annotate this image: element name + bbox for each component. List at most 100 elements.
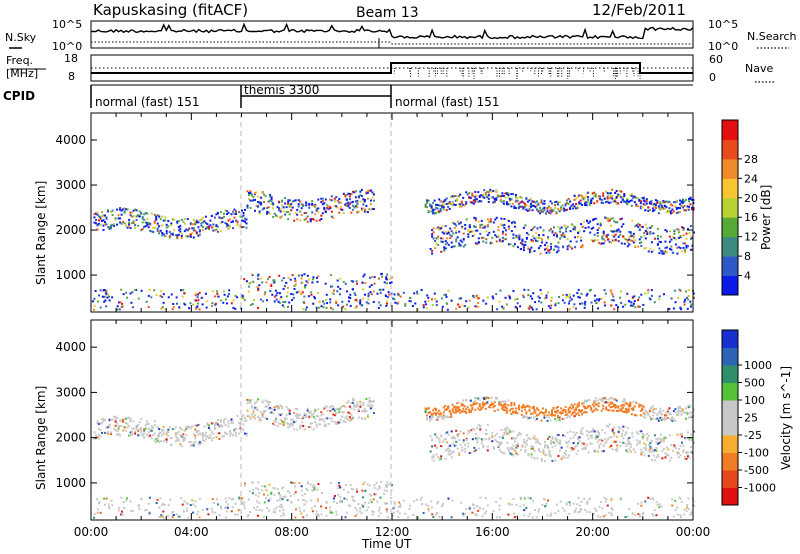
- scatter-cell: [656, 417, 659, 420]
- scatter-cell: [483, 404, 486, 407]
- scatter-cell: [475, 397, 478, 400]
- scatter-cell: [252, 199, 255, 202]
- scatter-cell: [450, 195, 453, 198]
- scatter-cell: [170, 293, 173, 296]
- scatter-cell: [156, 426, 159, 429]
- colorbar-swatch: [722, 217, 738, 238]
- scatter-cell: [613, 239, 616, 242]
- scatter-cell: [474, 400, 477, 403]
- scatter-cell: [657, 212, 660, 215]
- scatter-cell: [499, 497, 502, 500]
- scatter-cell: [598, 505, 601, 508]
- scatter-cell: [347, 201, 350, 204]
- scatter-cell: [685, 509, 688, 512]
- scatter-cell: [565, 293, 568, 296]
- scatter-cell: [587, 226, 590, 229]
- scatter-cell: [353, 206, 356, 209]
- scatter-cell: [666, 417, 669, 420]
- scatter-cell: [563, 207, 566, 210]
- scatter-cell: [545, 410, 547, 413]
- scatter-cell: [180, 218, 183, 221]
- scatter-cell: [137, 214, 140, 216]
- scatter-cell: [442, 502, 445, 505]
- scatter-cell: [266, 400, 269, 403]
- scatter-cell: [514, 412, 517, 414]
- scatter-cell: [507, 243, 510, 246]
- scatter-cell: [144, 427, 147, 430]
- scatter-cell: [317, 483, 320, 486]
- scatter-cell: [563, 225, 566, 228]
- scatter-cell: [431, 235, 434, 238]
- scatter-cell: [176, 221, 179, 224]
- scatter-cell: [596, 399, 599, 402]
- scatter-cell: [185, 426, 188, 429]
- scatter-cell: [369, 499, 372, 501]
- scatter-cell: [99, 218, 102, 220]
- scatter-cell: [520, 405, 523, 408]
- scatter-cell: [680, 201, 683, 204]
- scatter-cell: [632, 409, 635, 412]
- scatter-cell: [510, 230, 513, 233]
- scatter-cell: [637, 441, 640, 444]
- scatter-cell: [335, 412, 338, 415]
- scatter-cell: [159, 440, 162, 442]
- scatter-cell: [461, 225, 464, 228]
- scatter-cell: [198, 308, 201, 311]
- scatter-cell: [108, 420, 111, 422]
- scatter-cell: [252, 409, 255, 412]
- noise-right-tick-top: 10^5: [708, 18, 738, 31]
- scatter-cell: [300, 489, 303, 492]
- scatter-cell: [501, 240, 504, 243]
- scatter-cell: [597, 197, 600, 199]
- scatter-cell: [260, 196, 263, 199]
- scatter-cell: [617, 228, 620, 231]
- scatter-cell: [306, 281, 309, 284]
- scatter-cell: [683, 300, 686, 303]
- scatter-cell: [342, 420, 345, 423]
- scatter-cell: [379, 304, 382, 307]
- scatter-cell: [575, 453, 578, 456]
- scatter-cell: [647, 454, 650, 457]
- scatter-cell: [646, 437, 649, 440]
- scatter-cell: [307, 278, 310, 281]
- scatter-cell: [462, 439, 465, 442]
- scatter-cell: [687, 298, 689, 301]
- scatter-cell: [449, 227, 452, 230]
- scatter-cell: [488, 220, 491, 223]
- scatter-cell: [333, 409, 336, 412]
- scatter-cell: [211, 511, 214, 514]
- scatter-cell: [353, 403, 356, 406]
- scatter-cell: [390, 497, 393, 500]
- scatter-cell: [498, 448, 501, 451]
- scatter-cell: [535, 308, 538, 311]
- scatter-cell: [666, 409, 669, 411]
- scatter-cell: [643, 234, 646, 237]
- scatter-cell: [306, 220, 309, 223]
- scatter-cell: [681, 441, 683, 444]
- scatter-cell: [679, 405, 681, 408]
- scatter-cell: [282, 422, 285, 425]
- scatter-cell: [659, 438, 662, 441]
- scatter-cell: [604, 514, 607, 517]
- scatter-cell: [480, 219, 483, 222]
- scatter-cell: [568, 501, 571, 504]
- scatter-cell: [444, 438, 447, 441]
- scatter-cell: [183, 302, 185, 305]
- scatter-cell: [621, 400, 624, 403]
- scatter-cell: [118, 308, 121, 311]
- scatter-cell: [510, 437, 513, 440]
- scatter-cell: [273, 212, 276, 215]
- scatter-cell: [653, 408, 656, 410]
- scatter-cell: [581, 409, 584, 412]
- scatter-cell: [532, 500, 535, 503]
- scatter-cell: [562, 434, 565, 437]
- scatter-cell: [359, 200, 362, 203]
- scatter-cell: [682, 201, 684, 204]
- scatter-cell: [156, 438, 159, 440]
- scatter-cell: [204, 227, 207, 230]
- scatter-cell: [680, 200, 683, 203]
- scatter-cell: [687, 245, 689, 248]
- scatter-cell: [450, 230, 453, 233]
- scatter-cell: [213, 424, 216, 427]
- scatter-cell: [660, 505, 663, 508]
